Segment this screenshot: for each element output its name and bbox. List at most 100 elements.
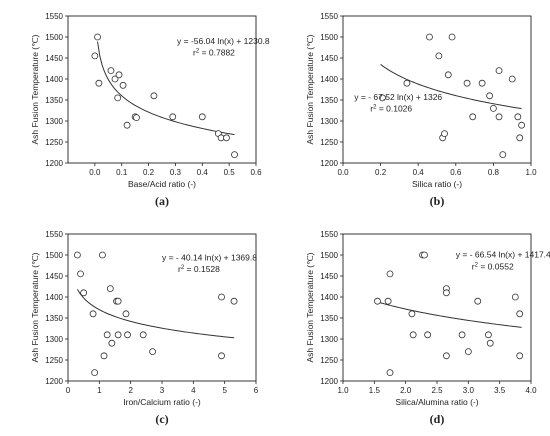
- data-point: [464, 348, 472, 356]
- y-tick-label: 1250: [45, 356, 63, 365]
- x-tick-label: 0: [66, 386, 71, 395]
- data-point: [198, 113, 206, 121]
- y-tick-label: 1400: [45, 293, 63, 302]
- regression-equation: y = - 40.14 ln(x) + 1369.8: [162, 252, 257, 262]
- y-tick-label: 1500: [45, 33, 63, 42]
- data-point: [115, 71, 123, 79]
- y-tick-label: 1550: [320, 230, 338, 239]
- data-point: [119, 81, 127, 89]
- x-tick-label: 5: [222, 386, 227, 395]
- data-point: [149, 348, 157, 356]
- data-point: [408, 310, 416, 318]
- data-point: [426, 33, 433, 41]
- y-tick-label: 1350: [45, 96, 63, 105]
- data-point: [94, 33, 101, 41]
- x-tick-label: 1.5: [369, 386, 381, 395]
- y-tick-label: 1350: [320, 96, 338, 105]
- data-point: [442, 289, 450, 297]
- x-tick-label: 3.0: [463, 386, 475, 395]
- x-tick-label: 3.5: [494, 386, 506, 395]
- data-point: [516, 352, 524, 360]
- y-tick-label: 1350: [320, 314, 338, 323]
- x-tick-label: 0.6: [250, 168, 262, 177]
- data-point: [114, 297, 122, 305]
- data-point: [374, 297, 381, 305]
- x-axis-label: Silica ratio (-): [412, 179, 462, 189]
- data-point: [124, 331, 131, 339]
- data-point: [218, 293, 225, 301]
- y-tick-label: 1300: [320, 117, 338, 126]
- regression-equation: y = - 67.52 ln(x) + 1326: [354, 92, 442, 102]
- data-point: [495, 67, 503, 74]
- data-point: [80, 289, 88, 297]
- y-tick-label: 1550: [320, 12, 338, 21]
- data-point: [448, 33, 456, 41]
- x-tick-label: 4: [191, 386, 196, 395]
- r-squared-label: r2 = 0.1528: [178, 264, 220, 274]
- x-tick-label: 1.0: [525, 168, 537, 177]
- data-point: [150, 92, 158, 100]
- data-point: [458, 331, 466, 339]
- y-tick-label: 1250: [320, 356, 338, 365]
- data-point: [91, 52, 99, 60]
- fit-curve: [76, 289, 235, 339]
- regression-equation: y = -56.04 ln(x) + 1230.8: [177, 36, 270, 46]
- fit-curve: [380, 64, 522, 110]
- data-point: [511, 293, 519, 301]
- y-axis-label: Ash Fusion Temperature (℃): [30, 252, 40, 362]
- y-tick-label: 1550: [45, 230, 63, 239]
- data-point: [441, 130, 448, 138]
- data-point: [444, 71, 452, 79]
- y-tick-label: 1450: [320, 272, 338, 281]
- x-tick-label: 0.4: [197, 168, 209, 177]
- x-tick-label: 0.4: [413, 168, 425, 177]
- data-point: [89, 310, 97, 318]
- data-point: [103, 331, 111, 339]
- y-tick-label: 1500: [320, 251, 338, 260]
- x-tick-label: 0.0: [337, 168, 349, 177]
- fit-curve: [97, 41, 235, 136]
- y-axis-label: Ash Fusion Temperature (℃): [30, 34, 40, 144]
- data-point: [122, 310, 130, 318]
- x-tick-label: 1: [97, 386, 102, 395]
- x-axis-label: Silica/Alumina ratio (-): [395, 397, 478, 407]
- data-point: [114, 94, 122, 102]
- data-point: [514, 113, 522, 121]
- data-point: [386, 369, 394, 377]
- y-tick-label: 1200: [320, 159, 338, 168]
- plot-frame: [67, 15, 257, 164]
- data-point: [106, 285, 114, 292]
- data-point: [484, 331, 492, 339]
- data-point: [114, 331, 122, 339]
- data-point: [231, 151, 238, 159]
- chart-panel-2: 0.0 0.2 0.4 0.6 0.8 1.0 1200 1250 1300 1350 1400 14…: [305, 12, 537, 208]
- data-point: [111, 75, 119, 83]
- chart-panel-4: 1.0 1.5 2.0 2.5 3.0 3.5 4.0 1200 1250 1300 1350 140…: [305, 230, 550, 426]
- data-point: [421, 251, 428, 259]
- r-squared-label: r2 = 0.0552: [472, 261, 514, 271]
- x-tick-label: 0.1: [116, 168, 128, 177]
- data-point: [486, 92, 494, 100]
- regression-equation: y = - 66.54 ln(x) + 1417.4: [456, 250, 550, 260]
- y-tick-label: 1200: [320, 377, 338, 386]
- plot-frame: [342, 15, 532, 164]
- y-axis-label: Ash Fusion Temperature (℃): [305, 34, 315, 144]
- panel-label: (a): [155, 194, 169, 208]
- data-point: [379, 94, 386, 102]
- data-point: [478, 79, 486, 87]
- y-tick-label: 1500: [320, 33, 338, 42]
- panel-label: (b): [430, 194, 445, 208]
- data-point: [100, 352, 108, 360]
- x-tick-label: 2: [128, 386, 133, 395]
- data-point: [230, 297, 238, 305]
- data-point: [469, 113, 477, 121]
- y-tick-label: 1550: [45, 12, 63, 21]
- data-point: [474, 297, 482, 305]
- x-tick-label: 0.6: [450, 168, 462, 177]
- data-point: [139, 331, 147, 339]
- y-tick-label: 1250: [320, 138, 338, 147]
- r-squared-label: r2 = 0.7882: [193, 48, 235, 58]
- data-point: [77, 270, 84, 278]
- data-point: [409, 331, 417, 339]
